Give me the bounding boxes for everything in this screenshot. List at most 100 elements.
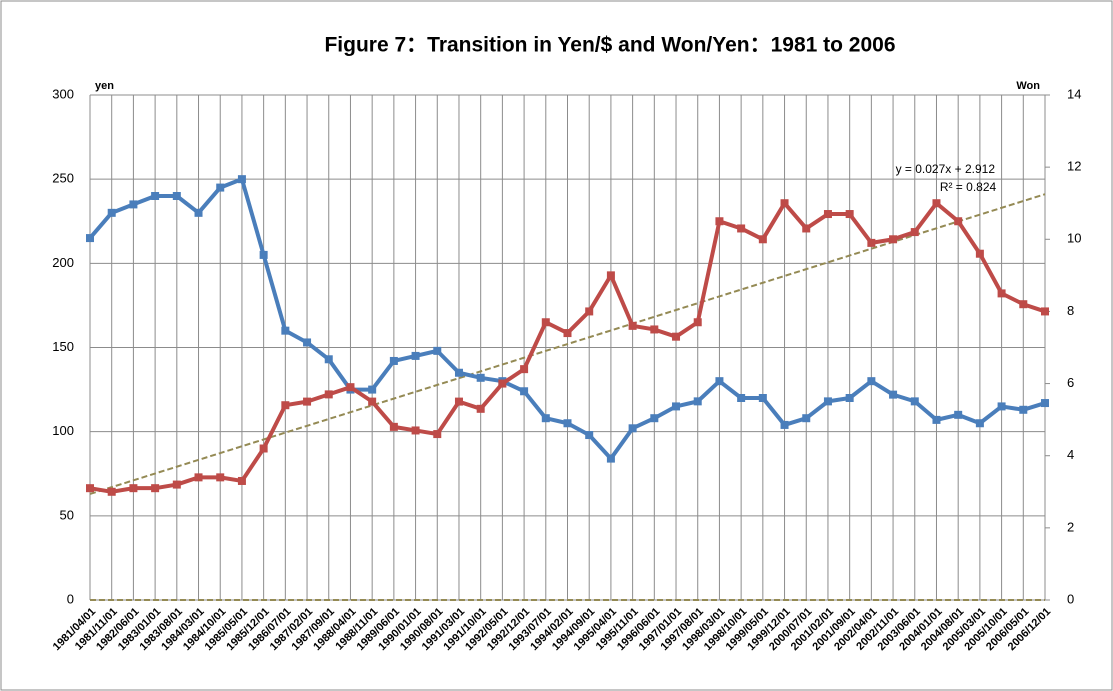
y-tick-label: 300 <box>52 86 74 101</box>
point <box>867 238 876 247</box>
point <box>454 397 463 406</box>
point <box>324 390 333 399</box>
point <box>672 402 681 411</box>
point <box>454 368 463 377</box>
point <box>541 318 550 327</box>
point <box>541 414 550 423</box>
point <box>324 355 333 364</box>
point <box>802 224 811 233</box>
point <box>237 175 246 184</box>
y2-axis-label: Won <box>1016 80 1040 92</box>
point <box>715 217 724 226</box>
y2-tick-label: 10 <box>1067 231 1081 246</box>
point <box>780 420 789 429</box>
point <box>281 401 290 410</box>
y2-tick-label: 6 <box>1067 375 1074 390</box>
point <box>932 415 941 424</box>
point <box>368 397 377 406</box>
point <box>433 346 442 355</box>
point <box>129 484 138 493</box>
point <box>520 387 529 396</box>
point <box>281 326 290 335</box>
point <box>259 250 268 259</box>
point <box>86 234 94 243</box>
point <box>389 356 398 365</box>
trendline <box>89 193 1046 495</box>
point <box>216 183 225 192</box>
point <box>151 484 160 493</box>
point <box>1019 405 1028 414</box>
point <box>910 228 919 237</box>
y2-tick-label: 8 <box>1067 303 1074 318</box>
point <box>650 325 659 334</box>
point <box>954 410 963 419</box>
point <box>932 199 941 208</box>
point <box>520 365 529 374</box>
point <box>585 307 594 316</box>
y-tick-label: 250 <box>52 171 74 186</box>
point <box>737 394 746 402</box>
point <box>737 224 746 233</box>
point <box>151 192 160 200</box>
point <box>910 397 919 406</box>
point <box>259 444 268 453</box>
point <box>889 235 898 244</box>
y2-tick-label: 0 <box>1067 591 1074 606</box>
point <box>758 235 767 244</box>
point <box>107 208 116 217</box>
point <box>997 289 1006 298</box>
point <box>845 394 854 402</box>
point <box>758 394 767 402</box>
point <box>628 424 637 433</box>
point <box>997 402 1006 411</box>
point <box>693 318 702 327</box>
point <box>237 476 246 485</box>
point <box>172 480 181 489</box>
point <box>867 377 876 386</box>
point <box>693 397 702 406</box>
point <box>563 329 572 338</box>
point <box>346 383 355 392</box>
point <box>129 200 138 209</box>
point <box>368 385 377 394</box>
point <box>975 419 984 428</box>
trend-r-squared: R² = 0.824 <box>940 180 997 194</box>
point <box>889 390 898 399</box>
point <box>1041 307 1049 316</box>
trend-equation: y = 0.027x + 2.912 <box>896 162 996 176</box>
point <box>86 484 94 493</box>
point <box>216 473 225 482</box>
y-axis-label: yen <box>95 80 114 92</box>
y-tick-label: 50 <box>60 507 74 522</box>
point <box>975 249 984 258</box>
point <box>476 404 485 413</box>
y2-tick-label: 14 <box>1067 86 1081 101</box>
point <box>606 454 615 463</box>
point <box>1019 300 1028 309</box>
point <box>823 397 832 406</box>
chart-title: Figure 7：Transition in Yen/$ and Won/Yen… <box>324 34 895 57</box>
point <box>780 199 789 208</box>
point <box>672 332 681 341</box>
point <box>194 208 203 217</box>
point <box>715 377 724 386</box>
point <box>954 217 963 226</box>
point <box>411 426 420 435</box>
point <box>411 351 420 360</box>
y2-tick-label: 4 <box>1067 447 1074 462</box>
y-tick-label: 150 <box>52 339 74 354</box>
point <box>563 419 572 428</box>
point <box>433 430 442 439</box>
y2-tick-label: 12 <box>1067 159 1081 174</box>
y-tick-label: 100 <box>52 423 74 438</box>
point <box>802 414 811 423</box>
point <box>107 487 116 496</box>
point <box>606 271 615 280</box>
point <box>823 210 832 219</box>
y2-tick-label: 2 <box>1067 519 1074 534</box>
point <box>194 473 203 482</box>
point <box>389 422 398 431</box>
point <box>303 338 312 347</box>
y-tick-label: 0 <box>67 591 74 606</box>
